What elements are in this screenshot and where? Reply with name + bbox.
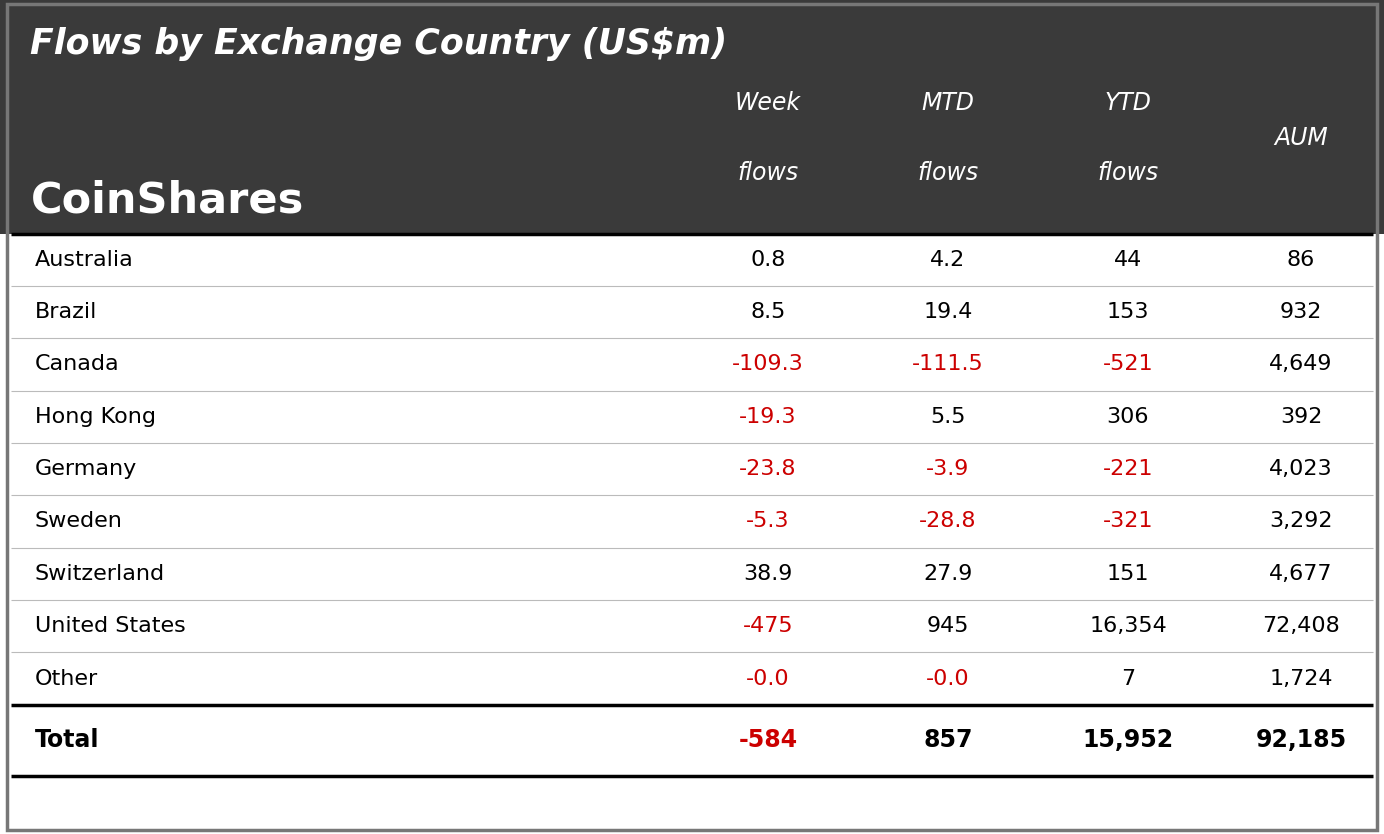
Text: 306: 306 [1107, 407, 1149, 427]
Text: Canada: Canada [35, 354, 119, 374]
Text: 4,649: 4,649 [1269, 354, 1333, 374]
Text: 3,292: 3,292 [1269, 511, 1333, 531]
Text: 392: 392 [1280, 407, 1322, 427]
Text: -3.9: -3.9 [926, 460, 970, 479]
Text: flows: flows [1098, 161, 1158, 184]
Text: MTD: MTD [922, 92, 974, 115]
Text: flows: flows [918, 161, 978, 184]
Text: Australia: Australia [35, 249, 133, 269]
Text: Other: Other [35, 669, 98, 689]
Text: 72,408: 72,408 [1262, 616, 1340, 636]
Text: 15,952: 15,952 [1082, 728, 1174, 752]
Text: 153: 153 [1107, 302, 1149, 322]
Text: 857: 857 [923, 728, 973, 752]
Text: -584: -584 [739, 728, 797, 752]
Text: -19.3: -19.3 [739, 407, 797, 427]
Text: 0.8: 0.8 [750, 249, 786, 269]
Text: United States: United States [35, 616, 185, 636]
Text: Week: Week [735, 92, 801, 115]
Text: -28.8: -28.8 [919, 511, 977, 531]
Text: -521: -521 [1103, 354, 1153, 374]
Text: -221: -221 [1103, 460, 1153, 479]
Text: Sweden: Sweden [35, 511, 122, 531]
Text: -321: -321 [1103, 511, 1153, 531]
Text: -109.3: -109.3 [732, 354, 804, 374]
Text: 151: 151 [1107, 564, 1149, 584]
Text: 7: 7 [1121, 669, 1135, 689]
Text: -0.0: -0.0 [926, 669, 970, 689]
Text: YTD: YTD [1104, 92, 1151, 115]
Text: 86: 86 [1287, 249, 1315, 269]
Text: -475: -475 [743, 616, 793, 636]
Text: 44: 44 [1114, 249, 1142, 269]
Text: Flows by Exchange Country (US$m): Flows by Exchange Country (US$m) [30, 27, 728, 61]
Text: -5.3: -5.3 [746, 511, 790, 531]
Text: 4,023: 4,023 [1269, 460, 1333, 479]
Text: 5.5: 5.5 [930, 407, 966, 427]
Text: 945: 945 [927, 616, 969, 636]
Text: 8.5: 8.5 [750, 302, 786, 322]
Text: Germany: Germany [35, 460, 137, 479]
Text: -23.8: -23.8 [739, 460, 797, 479]
Text: 932: 932 [1280, 302, 1322, 322]
Text: Brazil: Brazil [35, 302, 97, 322]
Text: 92,185: 92,185 [1255, 728, 1347, 752]
Bar [0, 0, 1384, 234]
Text: flows: flows [738, 161, 799, 184]
Text: 1,724: 1,724 [1269, 669, 1333, 689]
Text: Total: Total [35, 728, 100, 752]
Text: CoinShares: CoinShares [30, 179, 303, 221]
Text: Switzerland: Switzerland [35, 564, 165, 584]
Text: 4,677: 4,677 [1269, 564, 1333, 584]
Text: -111.5: -111.5 [912, 354, 984, 374]
Text: Hong Kong: Hong Kong [35, 407, 155, 427]
Text: 4.2: 4.2 [930, 249, 966, 269]
Text: 19.4: 19.4 [923, 302, 973, 322]
Text: AUM: AUM [1275, 126, 1327, 149]
Text: 38.9: 38.9 [743, 564, 793, 584]
Text: 27.9: 27.9 [923, 564, 973, 584]
Text: -0.0: -0.0 [746, 669, 790, 689]
Text: 16,354: 16,354 [1089, 616, 1167, 636]
